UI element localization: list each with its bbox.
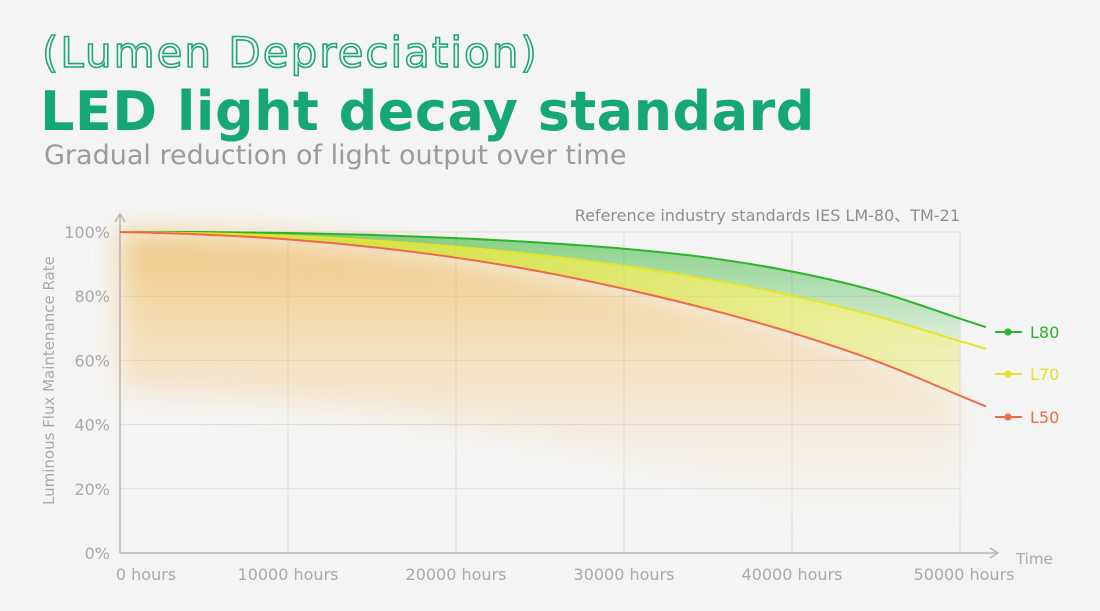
legend-label-l80: L80 — [1030, 323, 1059, 342]
chart-title: LED light decay standard — [40, 80, 815, 143]
x-axis-arrow-icon — [989, 547, 1000, 559]
legend-label-l70: L70 — [1030, 365, 1059, 384]
band-l80-l70 — [120, 231, 960, 342]
x-tick-label: 50000 hours — [914, 565, 1015, 584]
legend-dot-l80 — [1004, 328, 1012, 336]
series-line-l80 — [119, 230, 961, 320]
decay-glow — [120, 232, 960, 553]
x-tick-label: 0 hours — [116, 565, 176, 584]
series-tail-l70 — [959, 340, 987, 350]
y-tick-label: 100% — [64, 223, 110, 242]
y-axis-title: Luminous Flux Maintenance Rate — [40, 256, 58, 505]
standard-note: Reference industry standards IES LM-80、T… — [575, 206, 960, 225]
legend-label-l50: L50 — [1030, 408, 1059, 427]
y-tick-label: 60% — [74, 351, 110, 370]
series-line-l50 — [119, 231, 961, 397]
legend-dot-l50 — [1004, 413, 1012, 421]
band-l70-l50 — [120, 232, 960, 396]
chart-legend: L80 L70 L50 — [995, 323, 1059, 427]
series-line-l70 — [119, 231, 961, 343]
y-tick-label: 80% — [74, 287, 110, 306]
y-tick-label: 20% — [74, 480, 110, 499]
series-tail-l50 — [959, 394, 987, 408]
chart-axes — [114, 212, 1000, 559]
y-axis-arrow-icon — [114, 212, 126, 223]
y-tick-label: 0% — [85, 544, 110, 563]
chart-lines — [119, 230, 987, 408]
x-tick-label: 10000 hours — [238, 565, 339, 584]
y-tick-label: 40% — [74, 416, 110, 435]
chart-subtitle: Gradual reduction of light output over t… — [44, 140, 627, 171]
x-tick-label: 20000 hours — [406, 565, 507, 584]
chart-kicker: (Lumen Depreciation) — [41, 27, 539, 78]
series-tail-l80 — [959, 317, 987, 329]
chart-labels: 0% 20% 40% 60% 80% 100% 0 hours 10000 hours 2000… — [40, 206, 1053, 584]
x-axis-title: Time — [1015, 550, 1053, 568]
chart-fills — [120, 231, 960, 553]
x-tick-label: 30000 hours — [574, 565, 675, 584]
legend-dot-l70 — [1004, 370, 1012, 378]
x-tick-label: 40000 hours — [742, 565, 843, 584]
